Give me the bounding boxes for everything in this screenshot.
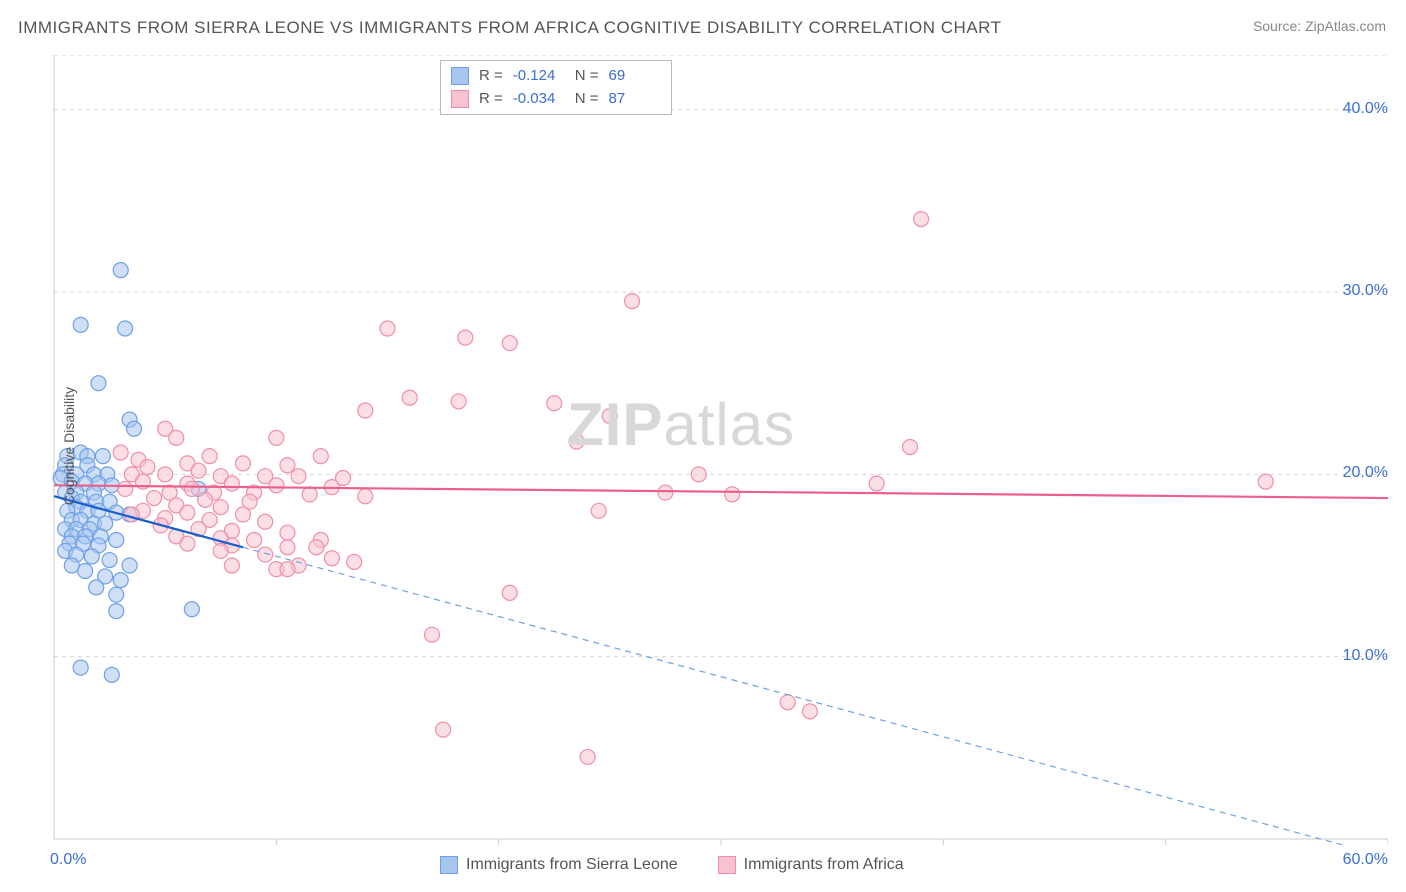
legend-item: Immigrants from Africa bbox=[718, 856, 904, 874]
n-value: 87 bbox=[609, 88, 661, 111]
chart-plot-area bbox=[48, 55, 1388, 845]
legend-item: Immigrants from Sierra Leone bbox=[440, 856, 678, 874]
r-value: -0.034 bbox=[513, 88, 565, 111]
chart-svg bbox=[48, 55, 1388, 845]
n-value: 69 bbox=[609, 65, 661, 88]
y-tick-label: 10.0% bbox=[1343, 647, 1388, 665]
chart-title: IMMIGRANTS FROM SIERRA LEONE VS IMMIGRAN… bbox=[18, 18, 1002, 38]
r-value: -0.124 bbox=[513, 65, 565, 88]
n-label: N = bbox=[575, 88, 599, 111]
legend-swatch bbox=[718, 856, 736, 874]
correlation-row: R = -0.124 N = 69 bbox=[451, 65, 661, 88]
correlation-legend: R = -0.124 N = 69 R = -0.034 N = 87 bbox=[440, 60, 672, 115]
legend-swatch bbox=[440, 856, 458, 874]
legend-label: Immigrants from Africa bbox=[744, 856, 904, 874]
n-label: N = bbox=[575, 65, 599, 88]
r-label: R = bbox=[479, 65, 503, 88]
y-tick-label: 30.0% bbox=[1343, 282, 1388, 300]
y-tick-label: 20.0% bbox=[1343, 464, 1388, 482]
x-tick-label: 0.0% bbox=[50, 851, 86, 869]
correlation-row: R = -0.034 N = 87 bbox=[451, 88, 661, 111]
x-tick-label: 60.0% bbox=[1343, 851, 1388, 869]
r-label: R = bbox=[479, 88, 503, 111]
legend-swatch bbox=[451, 67, 469, 85]
chart-source: Source: ZipAtlas.com bbox=[1253, 18, 1386, 34]
y-tick-label: 40.0% bbox=[1343, 100, 1388, 118]
legend-swatch bbox=[451, 90, 469, 108]
series-legend: Immigrants from Sierra Leone Immigrants f… bbox=[440, 856, 904, 874]
legend-label: Immigrants from Sierra Leone bbox=[466, 856, 678, 874]
y-axis-label: Cognitive Disability bbox=[61, 387, 77, 505]
